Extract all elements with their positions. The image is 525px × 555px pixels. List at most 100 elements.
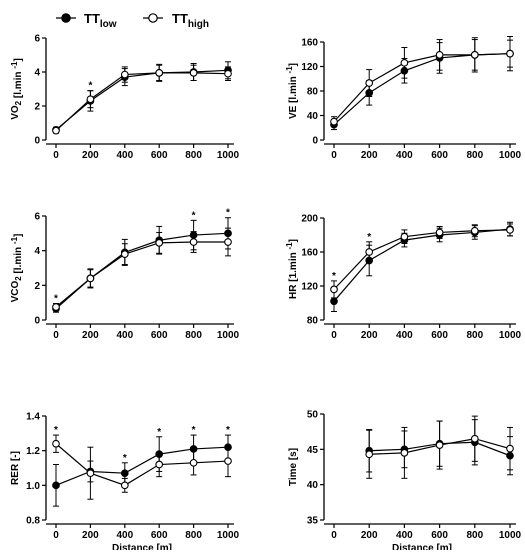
y-tick-label: 4	[34, 246, 40, 257]
significance-marker: *	[54, 294, 58, 305]
data-point	[52, 481, 60, 490]
x-tick-label: 600	[431, 150, 448, 161]
data-point	[52, 303, 60, 311]
x-tick-label: 600	[151, 150, 168, 161]
significance-marker: *	[367, 232, 371, 243]
data-point	[86, 95, 95, 104]
x-axis-label: Distance [m]	[112, 543, 172, 550]
x-tick-label: 800	[185, 530, 202, 541]
data-point	[120, 250, 129, 258]
series-ttlow	[52, 434, 232, 507]
series-line	[333, 53, 511, 123]
x-tick-label: 400	[116, 330, 133, 341]
series-line	[55, 241, 228, 308]
significance-marker: *	[226, 425, 230, 436]
x-tick-label: 0	[331, 150, 337, 161]
data-point	[400, 449, 409, 457]
x-axis-label: Distance [m]	[392, 543, 452, 550]
x-tick-label: 0	[53, 530, 59, 541]
x-tick-label: 0	[331, 330, 337, 341]
chart-panel-3: 0 2 4 6 0 200 400 600 800 1000 VCO2 [l.min -1] * * *	[10, 208, 240, 341]
data-point	[400, 232, 409, 241]
x-tick-label: 800	[466, 330, 483, 341]
series-tthigh	[365, 415, 514, 479]
data-point	[224, 238, 232, 246]
y-tick-label: 40	[307, 111, 319, 122]
x-tick-label: 1000	[217, 530, 240, 541]
series-ttlow	[52, 217, 232, 313]
x-tick-label: 600	[431, 330, 448, 341]
series-ttlow	[330, 221, 514, 312]
series-tthigh	[330, 223, 514, 299]
x-tick-label: 0	[53, 330, 59, 341]
x-tick-label: 1000	[217, 150, 240, 161]
series-tthigh	[52, 64, 232, 135]
x-tick-label: 800	[466, 530, 483, 541]
data-point	[155, 460, 164, 469]
x-tick-label: 200	[361, 150, 378, 161]
data-point	[189, 238, 198, 246]
data-point	[506, 49, 514, 58]
x-tick-label: 600	[151, 330, 168, 341]
y-tick-label: 6	[34, 34, 40, 45]
series-tthigh	[52, 227, 232, 311]
x-tick-label: 200	[82, 530, 99, 541]
data-point	[506, 444, 514, 453]
series-ttlow	[52, 61, 232, 134]
significance-marker: *	[123, 453, 127, 464]
y-tick-label: 50	[307, 410, 319, 421]
y-tick-label: 45	[307, 445, 319, 456]
y-axis-label: HR [1.min -1]	[285, 239, 299, 299]
y-tick-label: 0	[34, 136, 40, 147]
y-tick-label: 0.8	[26, 516, 40, 527]
chart-panel-1: 0 2 4 6 0 200 400 600 800 1000 VO2 [l.min -1] *	[10, 34, 240, 162]
chart-panel-2: 0 40 80 120 160 0 200 400 600 800 1000 VE [l.min -1…	[285, 35, 522, 161]
x-tick-label: 1000	[499, 330, 522, 341]
significance-marker: *	[226, 208, 230, 219]
data-point	[435, 441, 444, 449]
y-tick-label: 6	[34, 212, 40, 223]
legend-label-tthigh: TThigh	[172, 11, 209, 30]
x-tick-label: 0	[331, 530, 337, 541]
data-point	[155, 239, 164, 247]
series-line	[333, 53, 511, 126]
y-tick-label: 160	[301, 38, 318, 49]
series-tthigh	[330, 35, 514, 128]
significance-marker: *	[88, 81, 92, 92]
y-tick-label: 40	[307, 480, 319, 491]
chart-panel-5: 0.8 1.0 1.2 1.4 0 200 400 600 800 1000 Distance [m…	[10, 412, 240, 555]
y-tick-label: 1.2	[26, 446, 40, 457]
data-point	[435, 51, 444, 59]
data-point	[120, 70, 129, 79]
data-point	[52, 126, 60, 135]
legend: TTlow TThigh	[56, 11, 209, 30]
significance-marker: *	[192, 210, 196, 221]
x-tick-label: 400	[116, 150, 133, 161]
x-tick-label: 400	[396, 150, 413, 161]
series-ttlow	[330, 39, 514, 131]
x-tick-label: 1000	[499, 150, 522, 161]
x-tick-label: 200	[361, 330, 378, 341]
data-point	[189, 68, 198, 77]
y-tick-label: 160	[301, 248, 318, 259]
y-tick-label: 200	[301, 214, 318, 225]
data-point	[224, 69, 232, 78]
series-line	[333, 228, 511, 302]
legend-label-ttlow: TTlow	[84, 11, 117, 30]
x-tick-label: 800	[185, 150, 202, 161]
y-axis-label: RER [-]	[10, 451, 21, 485]
data-point	[52, 439, 60, 448]
y-tick-label: 35	[307, 516, 319, 527]
x-tick-label: 400	[396, 330, 413, 341]
data-point	[435, 228, 444, 237]
data-point	[330, 285, 338, 294]
y-tick-label: 120	[301, 282, 318, 293]
series-line	[55, 69, 229, 131]
series-line	[55, 72, 229, 132]
data-point	[365, 450, 374, 459]
data-point	[120, 469, 129, 478]
x-tick-label: 1000	[499, 530, 522, 541]
